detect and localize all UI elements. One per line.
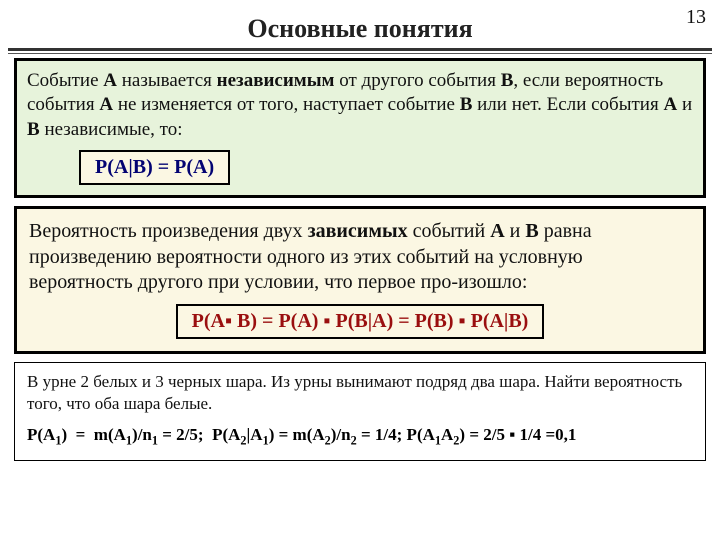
- formula-row: P(A▪ B) = P(A) ▪ P(B|A) = P(B) ▪ P(A|B): [29, 304, 691, 339]
- formula-row: P(A|B) = P(A): [27, 150, 693, 185]
- page-number: 13: [686, 6, 706, 29]
- definition-box-independent: Событие A называется независимым от друг…: [14, 58, 706, 198]
- definition-text-independent: Событие A называется независимым от друг…: [27, 69, 693, 142]
- definition-text-dependent: Вероятность произведения двух зависимых …: [29, 219, 691, 296]
- example-box: В урне 2 белых и 3 черных шара. Из урны …: [14, 362, 706, 462]
- example-problem: В урне 2 белых и 3 черных шара. Из урны …: [27, 371, 693, 415]
- formula-dependent: P(A▪ B) = P(A) ▪ P(B|A) = P(B) ▪ P(A|B): [176, 304, 545, 339]
- page-title: Основные понятия: [0, 0, 720, 44]
- example-solution: P(A1) = m(A1)/n1 = 2/5; P(A2|A1) = m(A2)…: [27, 425, 693, 448]
- content-region: Событие A называется независимым от друг…: [0, 54, 720, 461]
- definition-box-dependent: Вероятность произведения двух зависимых …: [14, 206, 706, 354]
- formula-independent: P(A|B) = P(A): [79, 150, 230, 185]
